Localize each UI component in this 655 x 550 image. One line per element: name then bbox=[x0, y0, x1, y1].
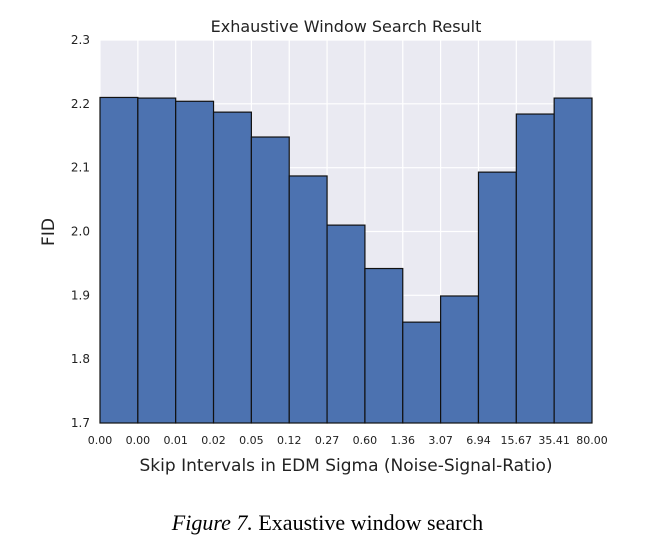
x-tick-label: 1.36 bbox=[391, 434, 416, 447]
x-tick-label: 0.01 bbox=[163, 434, 188, 447]
bar bbox=[137, 97, 177, 424]
x-tick-labels: 0.00 0.00 0.01 0.02 0.05 0.12 0.27 0.60 1.36 3.07… bbox=[88, 434, 608, 447]
y-tick-label: 2.2 bbox=[71, 97, 90, 111]
x-tick-label: 15.67 bbox=[501, 434, 533, 447]
x-tick-label: 0.00 bbox=[88, 434, 113, 447]
x-tick-label: 0.02 bbox=[201, 434, 226, 447]
x-tick-label: 0.12 bbox=[277, 434, 302, 447]
bar bbox=[440, 295, 480, 424]
fid-bar-chart: Exhaustive Window Search Result 1.71.81.… bbox=[39, 17, 608, 476]
bar bbox=[515, 113, 555, 424]
x-tick-label: 80.00 bbox=[576, 434, 608, 447]
bar bbox=[326, 224, 366, 424]
bar bbox=[364, 267, 404, 424]
y-axis-label: FID bbox=[39, 218, 59, 246]
y-tick-label: 1.7 bbox=[71, 416, 90, 430]
y-tick-label: 2.1 bbox=[71, 161, 90, 175]
bar bbox=[99, 96, 139, 424]
bar bbox=[402, 321, 442, 424]
bar bbox=[477, 171, 517, 424]
x-tick-label: 6.94 bbox=[466, 434, 491, 447]
figure-caption: Figure 7. Exaustive window search bbox=[0, 510, 655, 536]
x-tick-label: 0.60 bbox=[353, 434, 378, 447]
bar bbox=[250, 136, 290, 424]
x-tick-label: 35.41 bbox=[538, 434, 570, 447]
x-axis-label: Skip Intervals in EDM Sigma (Noise-Signa… bbox=[140, 456, 553, 476]
bar bbox=[288, 175, 328, 424]
bars bbox=[99, 96, 593, 424]
y-tick-label: 1.8 bbox=[71, 352, 90, 366]
x-tick-label: 0.05 bbox=[239, 434, 264, 447]
chart-title: Exhaustive Window Search Result bbox=[211, 17, 482, 36]
x-tick-label: 3.07 bbox=[428, 434, 453, 447]
bar bbox=[175, 100, 215, 424]
y-tick-label: 2.3 bbox=[71, 33, 90, 47]
bar bbox=[553, 97, 593, 424]
bar bbox=[212, 111, 252, 424]
caption-text: Exaustive window search bbox=[258, 510, 484, 535]
y-tick-label: 2.0 bbox=[71, 225, 90, 239]
x-tick-label: 0.27 bbox=[315, 434, 340, 447]
y-tick-label: 1.9 bbox=[71, 288, 90, 302]
figure-label: Figure 7. bbox=[171, 510, 253, 535]
x-tick-label: 0.00 bbox=[126, 434, 151, 447]
y-tick-labels: 1.7 1.8 1.9 2.0 2.1 2.2 2.3 bbox=[71, 33, 90, 430]
